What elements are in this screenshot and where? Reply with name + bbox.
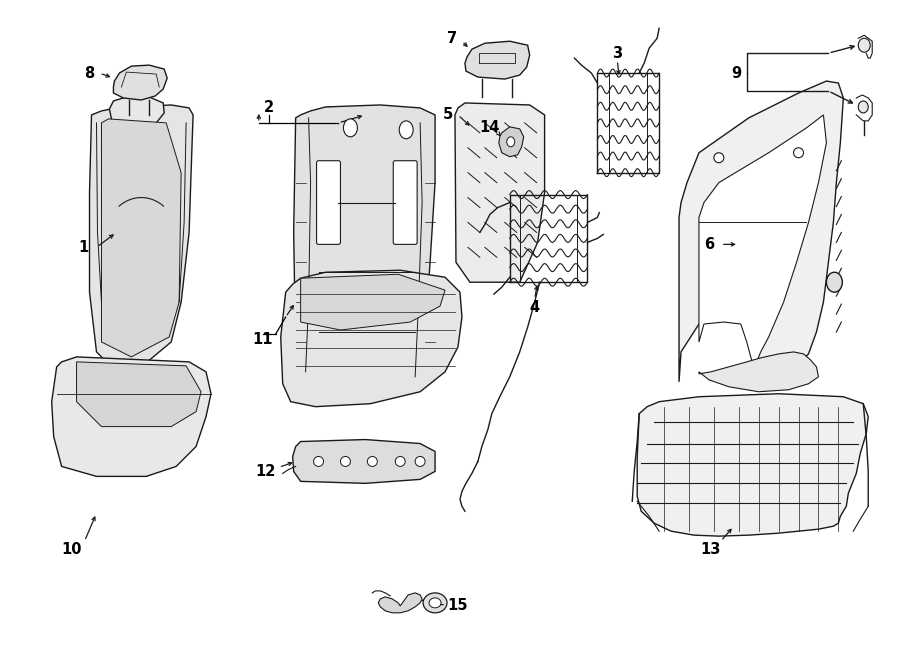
Text: 1: 1 [78, 240, 89, 255]
Circle shape [313, 457, 323, 467]
Text: 11: 11 [253, 332, 273, 348]
Circle shape [415, 457, 425, 467]
Ellipse shape [423, 593, 447, 613]
Text: 6: 6 [704, 237, 714, 252]
Polygon shape [113, 65, 167, 100]
Polygon shape [499, 127, 524, 157]
Text: 13: 13 [701, 542, 721, 557]
Text: 12: 12 [256, 464, 276, 479]
Polygon shape [679, 81, 843, 382]
Ellipse shape [400, 121, 413, 139]
Polygon shape [292, 440, 435, 483]
Polygon shape [76, 362, 201, 426]
Text: 5: 5 [443, 107, 453, 122]
Ellipse shape [429, 598, 441, 608]
Text: 9: 9 [732, 66, 742, 81]
Polygon shape [378, 593, 422, 613]
Text: 7: 7 [447, 30, 457, 46]
Polygon shape [89, 105, 194, 367]
Text: 8: 8 [85, 66, 94, 81]
Polygon shape [102, 119, 181, 357]
Polygon shape [699, 352, 818, 392]
Circle shape [340, 457, 350, 467]
Polygon shape [465, 41, 530, 79]
Ellipse shape [826, 272, 842, 292]
Circle shape [395, 457, 405, 467]
Polygon shape [699, 115, 826, 367]
Text: 4: 4 [529, 300, 540, 314]
Ellipse shape [859, 38, 870, 52]
Polygon shape [110, 97, 164, 131]
Polygon shape [637, 394, 868, 536]
Polygon shape [301, 274, 445, 330]
Ellipse shape [507, 137, 515, 147]
FancyBboxPatch shape [317, 161, 340, 244]
FancyBboxPatch shape [393, 161, 417, 244]
Ellipse shape [859, 101, 868, 113]
Polygon shape [51, 357, 211, 477]
Ellipse shape [794, 148, 804, 158]
Polygon shape [293, 105, 435, 402]
Text: 2: 2 [264, 101, 274, 115]
Ellipse shape [714, 153, 724, 163]
Polygon shape [455, 103, 544, 282]
Polygon shape [281, 270, 462, 406]
Text: 15: 15 [447, 598, 468, 613]
Circle shape [367, 457, 377, 467]
Ellipse shape [344, 119, 357, 137]
Text: 14: 14 [480, 120, 500, 135]
Text: 3: 3 [612, 46, 623, 61]
Text: 10: 10 [61, 542, 82, 557]
